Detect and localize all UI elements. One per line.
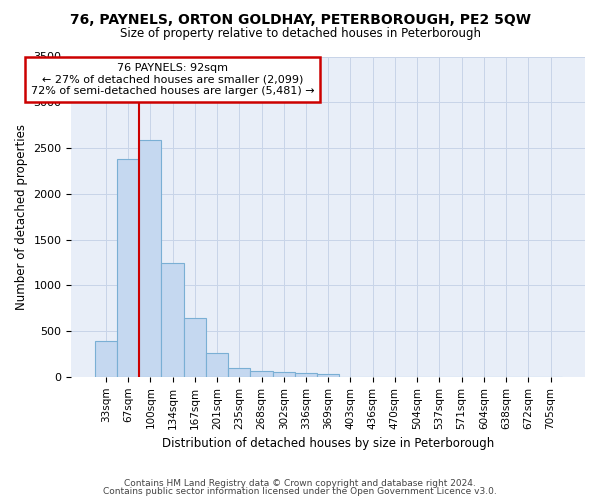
Bar [95,341,117,377]
Bar [250,372,272,377]
Text: 76 PAYNELS: 92sqm
← 27% of detached houses are smaller (2,099)
72% of semi-detac: 76 PAYNELS: 92sqm ← 27% of detached hous… [31,63,314,96]
Bar [161,264,184,377]
Text: Size of property relative to detached houses in Peterborough: Size of property relative to detached ho… [119,28,481,40]
X-axis label: Distribution of detached houses by size in Peterborough: Distribution of detached houses by size … [162,437,494,450]
Bar [184,318,206,377]
Bar [139,140,161,377]
Bar [117,159,139,377]
Bar [228,368,250,377]
Text: 76, PAYNELS, ORTON GOLDHAY, PETERBOROUGH, PE2 5QW: 76, PAYNELS, ORTON GOLDHAY, PETERBOROUGH… [70,12,530,26]
Bar [272,372,295,377]
Text: Contains public sector information licensed under the Open Government Licence v3: Contains public sector information licen… [103,487,497,496]
Bar [295,373,317,377]
Bar [206,354,228,377]
Text: Contains HM Land Registry data © Crown copyright and database right 2024.: Contains HM Land Registry data © Crown c… [124,478,476,488]
Y-axis label: Number of detached properties: Number of detached properties [15,124,28,310]
Bar [317,374,340,377]
